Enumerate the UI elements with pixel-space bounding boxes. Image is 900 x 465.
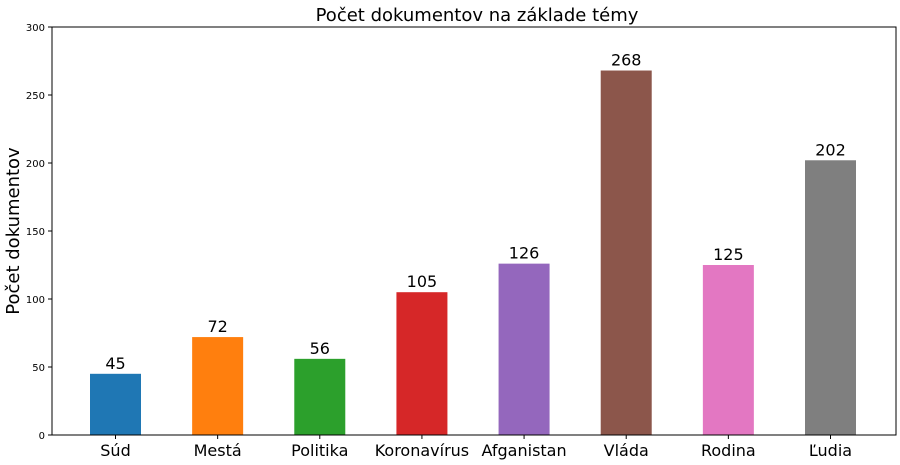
chart-title: Počet dokumentov na základe témy <box>316 5 639 26</box>
bar-3 <box>294 358 346 435</box>
y-axis-label: Počet dokumentov <box>3 147 24 315</box>
x-tick-label: Súd <box>100 441 130 460</box>
y-tick-label: 0 <box>39 431 45 442</box>
y-tick-label: 150 <box>26 227 45 238</box>
data-label: 105 <box>407 272 438 291</box>
data-label: 126 <box>509 244 540 263</box>
data-label: 202 <box>815 140 846 159</box>
bar-8 <box>805 160 856 435</box>
data-label: 56 <box>310 339 330 358</box>
bar-1 <box>90 373 141 435</box>
bar-2 <box>192 337 244 435</box>
x-tick-label: Ľudia <box>809 441 852 460</box>
x-tick-label: Rodina <box>701 441 756 460</box>
bar-4 <box>396 292 448 435</box>
bar-7 <box>702 265 754 435</box>
data-label: 268 <box>611 51 642 70</box>
y-tick-label: 100 <box>26 295 45 306</box>
y-tick-label: 300 <box>26 23 45 34</box>
data-label: 72 <box>207 317 227 336</box>
x-tick-label: Koronavírus <box>375 441 469 460</box>
y-tick-label: 200 <box>26 159 45 170</box>
data-label: 125 <box>713 245 744 264</box>
data-label: 45 <box>105 354 125 373</box>
bar-5 <box>498 263 550 435</box>
x-tick-label: Vláda <box>604 441 649 460</box>
x-tick-label: Mestá <box>194 441 242 460</box>
x-tick-label: Politika <box>291 441 348 460</box>
bar-6 <box>600 70 652 436</box>
y-tick-label: 250 <box>26 91 45 102</box>
x-tick-label: Afganistan <box>482 441 567 460</box>
plot-frame <box>51 26 897 436</box>
y-tick-label: 50 <box>32 363 45 374</box>
